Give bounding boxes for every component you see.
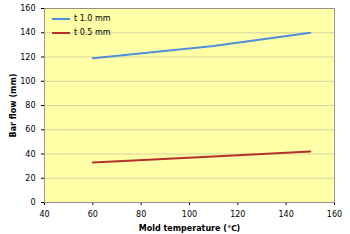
svg-text:40: 40 — [25, 150, 35, 159]
svg-text:120: 120 — [20, 53, 35, 62]
svg-text:160: 160 — [20, 4, 35, 13]
svg-text:80: 80 — [25, 101, 35, 110]
svg-text:100: 100 — [20, 77, 35, 86]
svg-text:60: 60 — [25, 125, 35, 134]
svg-text:140: 140 — [279, 210, 294, 219]
svg-text:160: 160 — [327, 210, 342, 219]
svg-text:Mold temperature (℃): Mold temperature (℃) — [139, 224, 240, 233]
svg-text:140: 140 — [20, 28, 35, 37]
svg-text:Bar flow (mm): Bar flow (mm) — [9, 74, 18, 138]
svg-text:0: 0 — [30, 198, 35, 207]
svg-text:80: 80 — [136, 210, 146, 219]
svg-text:120: 120 — [230, 210, 245, 219]
svg-text:20: 20 — [25, 174, 35, 183]
html-text:t 0.5 mm: t 0.5 mm — [74, 28, 111, 37]
html-text:t 1.0 mm: t 1.0 mm — [74, 14, 111, 23]
svg-text:60: 60 — [88, 210, 98, 219]
svg-text:100: 100 — [182, 210, 197, 219]
svg-text:40: 40 — [39, 210, 49, 219]
